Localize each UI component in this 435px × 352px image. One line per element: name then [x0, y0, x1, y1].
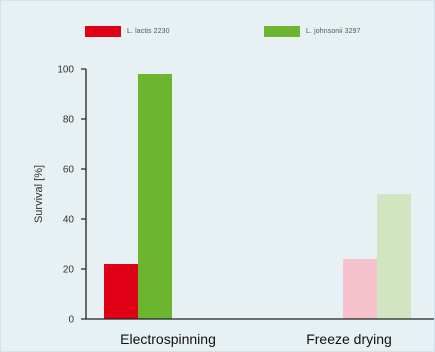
bar-electrospinning-series-1	[104, 264, 138, 319]
legend-label-johnsonii: L. johnsonii 3297	[306, 27, 361, 35]
y-tick-label-40: 40	[63, 215, 75, 226]
x-category-label-electrospinning: Electrospinning	[120, 331, 216, 347]
bars-layer	[104, 74, 411, 319]
labels-layer: 0 20 40 60 80 100 Survival [%] Electrospinning F…	[33, 65, 392, 348]
bar-freeze-drying-series-1	[343, 259, 377, 319]
y-tick-label-20: 20	[63, 265, 75, 276]
y-tick-label-60: 60	[63, 165, 75, 176]
legend-item-johnsonii: L. johnsonii 3297	[264, 23, 361, 39]
legend-swatch-lactis	[85, 25, 121, 37]
y-tick-label-80: 80	[63, 115, 75, 126]
bar-freeze-drying-series-2	[377, 194, 411, 319]
legend-item-lactis: L. lactis 2230	[85, 23, 170, 39]
bar-electrospinning-series-2	[138, 74, 172, 319]
x-category-label-freeze-drying: Freeze drying	[306, 331, 392, 347]
y-axis-title: Survival [%]	[33, 165, 45, 223]
axis-layer	[81, 68, 434, 320]
legend-label-lactis: L. lactis 2230	[127, 27, 170, 35]
legend-swatch-johnsonii	[264, 25, 300, 37]
y-tick-label-100: 100	[57, 65, 74, 76]
y-tick-label-0: 0	[68, 315, 74, 326]
